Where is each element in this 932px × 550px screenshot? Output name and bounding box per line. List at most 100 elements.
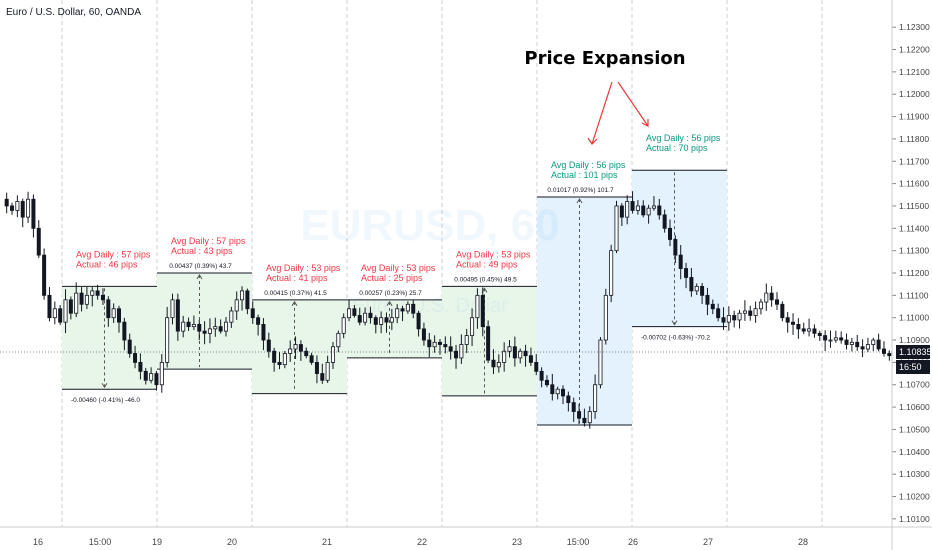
candle-down (812, 328, 817, 334)
candle-down (721, 317, 726, 323)
candle-up (336, 332, 341, 348)
actual-pips-label: Actual : 70 pips (646, 143, 708, 153)
y-axis: 1.12300 1.12200 1.12100 1.12000 1.11900 1.118… (891, 0, 930, 550)
symbol-header: Euro / U.S. Dollar, 60, OANDA (6, 7, 143, 18)
candle-up (293, 344, 298, 350)
candle-up (111, 308, 116, 319)
candle-down (774, 299, 779, 305)
candle-down (780, 303, 785, 319)
candle-down (427, 339, 432, 348)
candle-up (84, 294, 89, 305)
candle-down (544, 379, 549, 386)
candle-up (159, 361, 164, 386)
y-tick-label: 1.11300 (899, 246, 929, 256)
y-tick-label: 1.11600 (899, 179, 929, 189)
actual-pips-label: Actual : 101 pips (551, 170, 618, 180)
candle-down (887, 353, 892, 357)
candle-down (571, 402, 576, 412)
candle-up (555, 388, 560, 395)
candle-down (421, 328, 426, 341)
candle-down (68, 299, 73, 314)
x-tick-label: 28 (798, 537, 808, 547)
x-tick-label: 27 (703, 537, 713, 547)
candle-down (197, 323, 202, 332)
candle-down (705, 294, 710, 305)
candle-down (10, 205, 15, 211)
candle-down (785, 317, 790, 323)
candle-up (170, 299, 175, 319)
range-measure-label: 0.00495 (0.45%) 49.5 (454, 276, 517, 283)
candle-down (127, 339, 132, 354)
candle-down (58, 308, 63, 323)
candle-down (400, 308, 405, 312)
candle-down (881, 348, 886, 354)
candle-down (352, 308, 357, 316)
candle-up (74, 292, 79, 314)
range-measure-label: 0.01017 (0.92%) 101.7 (547, 187, 614, 194)
candle-down (561, 388, 566, 397)
candle-down (668, 227, 673, 240)
candle-up (379, 317, 384, 325)
candle-down (486, 326, 491, 361)
candle-down (298, 344, 303, 352)
candle-up (325, 361, 330, 381)
candle-down (143, 370, 148, 381)
candle-up (405, 303, 410, 312)
candle-down (272, 350, 277, 363)
candle-down (769, 292, 774, 301)
candle-up (213, 326, 218, 330)
candle-down (250, 308, 255, 319)
candle-down (844, 339, 849, 345)
candle-down (320, 373, 325, 381)
x-tick-label: 21 (322, 537, 332, 547)
candle-down (100, 294, 105, 301)
candle-up (614, 205, 619, 252)
candle-up (587, 411, 592, 424)
candle-down (36, 227, 41, 256)
x-tick-label: 22 (417, 537, 427, 547)
candle-up (807, 328, 812, 332)
x-tick-label: 26 (628, 537, 638, 547)
x-tick-label: 20 (227, 537, 237, 547)
candle-down (357, 315, 362, 323)
avg-daily-label: Avg Daily : 56 pips (551, 160, 626, 170)
y-tick-label: 1.10700 (899, 380, 930, 390)
candle-down (117, 308, 122, 323)
x-tick-label: 15:00 (89, 537, 112, 547)
x-tick-label: 16 (33, 537, 43, 547)
avg-daily-label: Avg Daily : 56 pips (646, 133, 721, 143)
candle-up (828, 339, 833, 342)
y-tick-label: 1.11700 (899, 156, 929, 166)
candle-up (753, 308, 758, 316)
y-tick-label: 1.12300 (899, 22, 930, 32)
candle-up (363, 312, 368, 323)
candle-down (437, 341, 442, 345)
grid (61, 0, 823, 527)
y-tick-label: 1.10400 (899, 447, 930, 457)
candle-down (245, 290, 250, 310)
candle-up (395, 308, 400, 319)
candle-down (748, 310, 753, 316)
candle-down (314, 361, 319, 374)
y-tick-label: 1.10600 (899, 402, 930, 412)
candle-down (480, 294, 485, 328)
x-axis: 16 15:00 19 20 21 22 23 15:00 26 27 28 (0, 526, 932, 547)
candle-up (742, 310, 747, 314)
candle-down (154, 373, 159, 386)
candle-up (63, 299, 68, 323)
price-expansion-annotation: Price Expansion (524, 48, 686, 145)
range-box (157, 273, 252, 370)
y-tick-label: 1.11900 (899, 112, 929, 122)
range-measure-label: 0.00437 (0.39%) 43.7 (169, 263, 232, 270)
watermark-symbol: EURUSD, 60 (300, 201, 559, 250)
candle-down (4, 198, 9, 207)
candle-down (261, 323, 266, 341)
candle-down (133, 353, 138, 363)
candle-down (855, 341, 860, 348)
candle-down (700, 286, 705, 296)
candle-down (657, 205, 662, 216)
candle-down (716, 308, 721, 319)
range-box-arrow (576, 198, 583, 204)
avg-daily-label: Avg Daily : 53 pips (456, 249, 531, 259)
candle-down (373, 317, 378, 325)
